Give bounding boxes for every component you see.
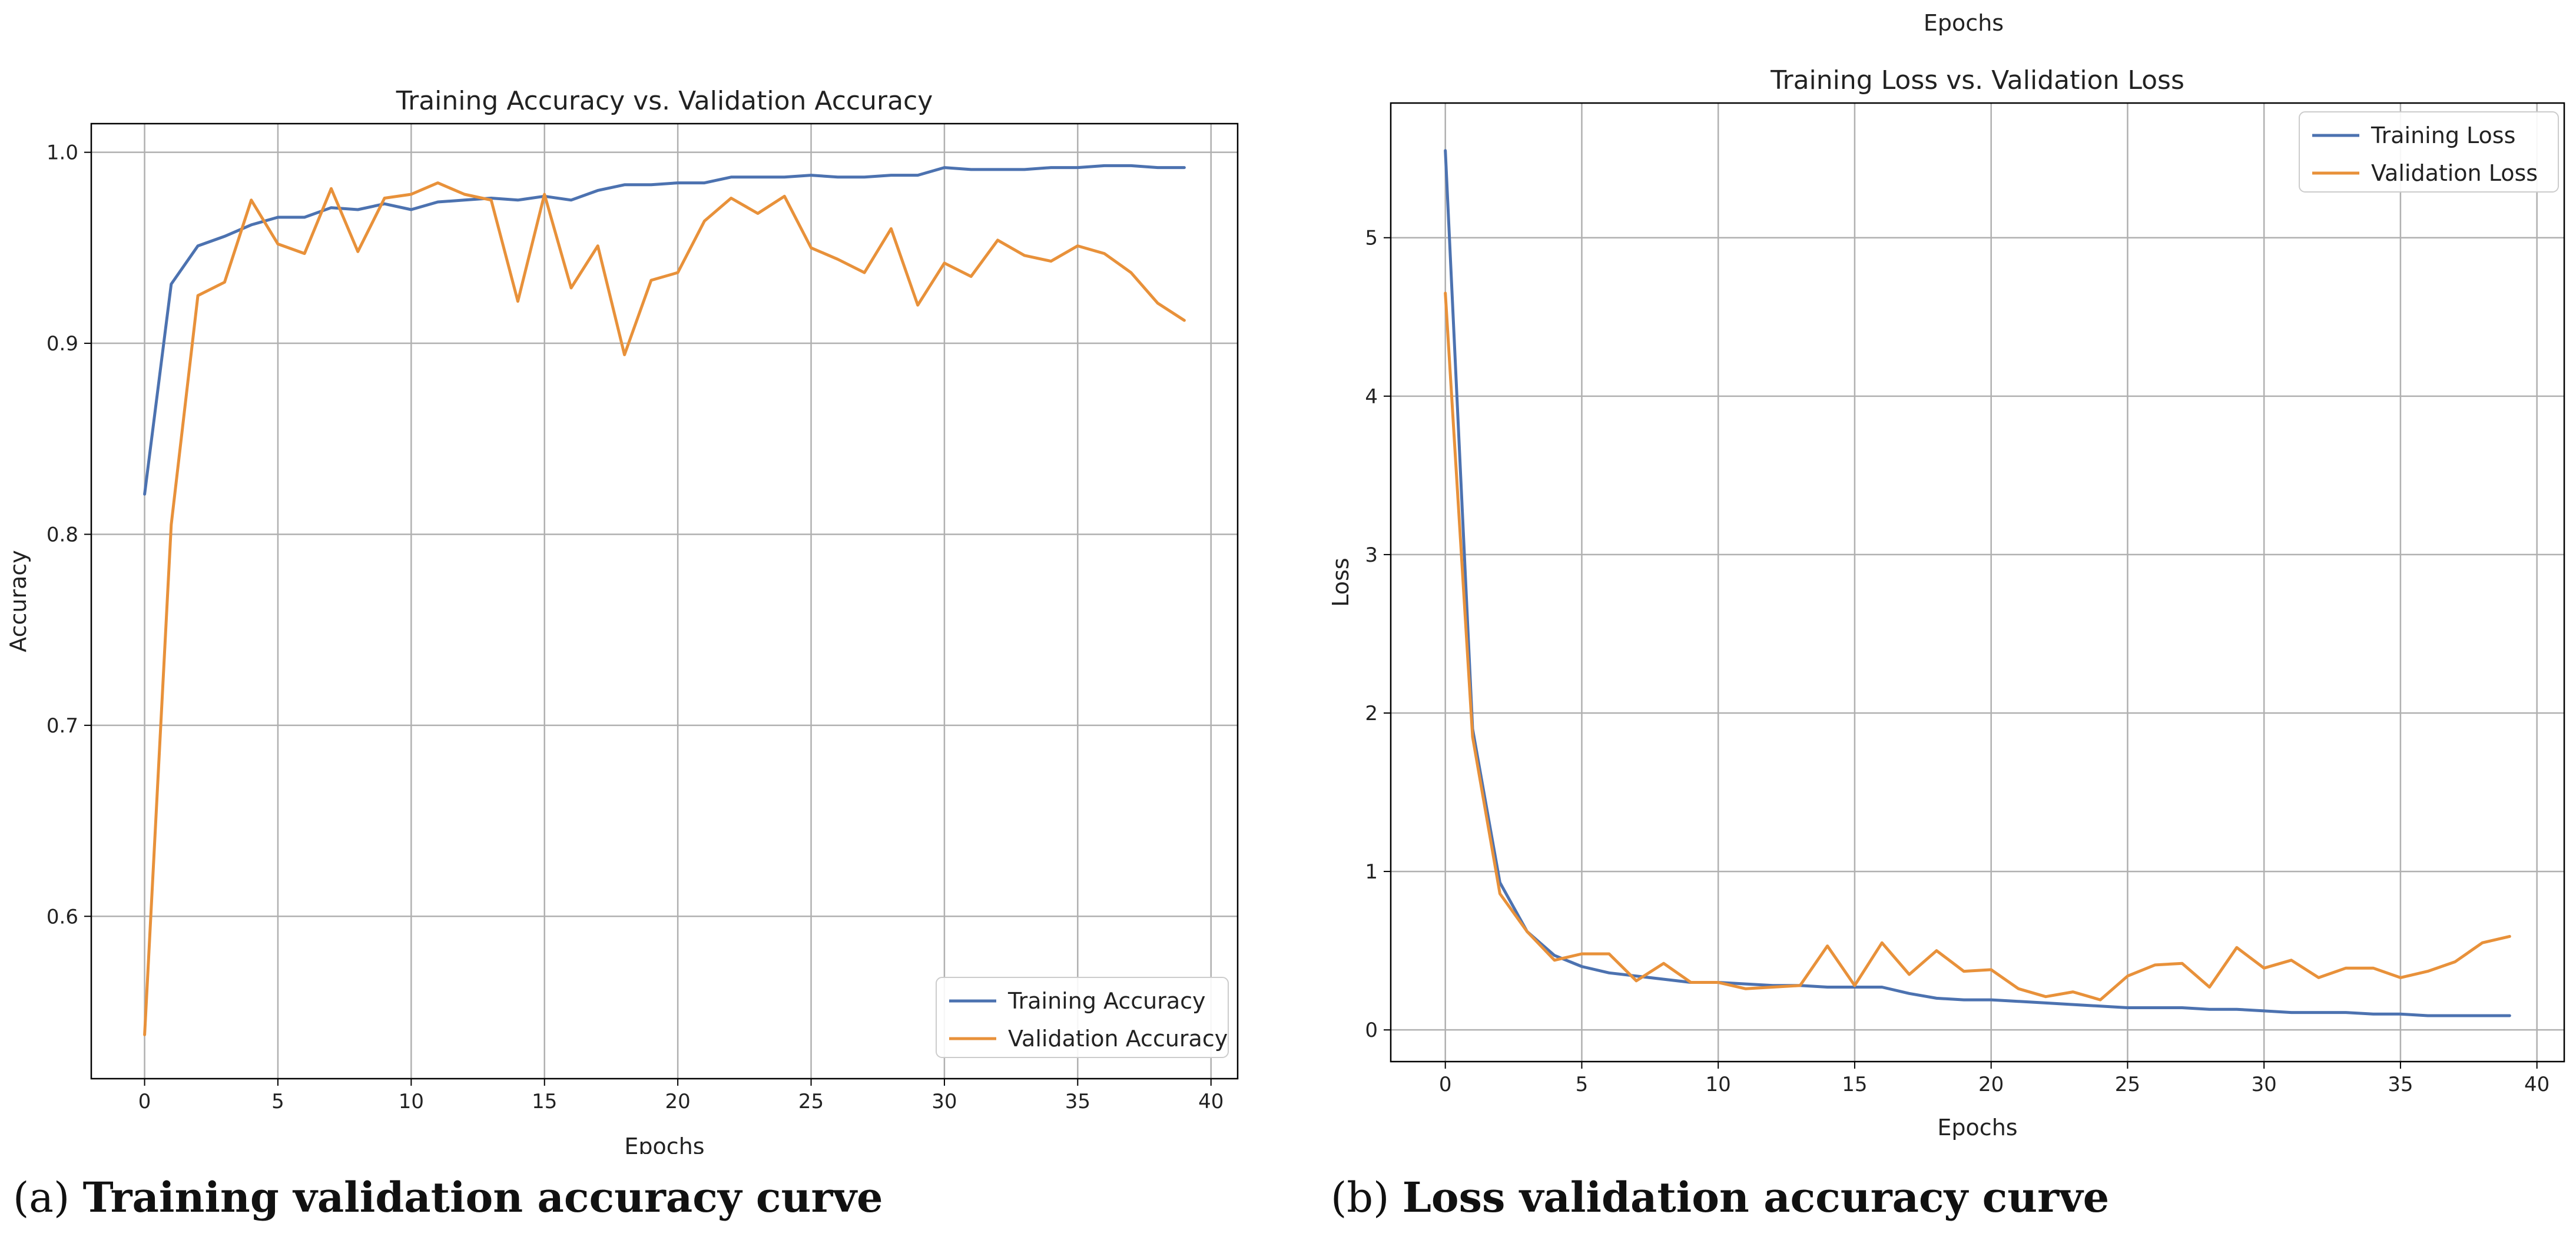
chart-1-x-tick-label: 15 [1842, 1073, 1867, 1096]
chart-0-x-tick-label: 10 [399, 1090, 424, 1113]
chart-1-y-tick-label: 4 [1365, 385, 1378, 409]
chart-0-y-axis-label: Accuracy [5, 550, 31, 652]
chart-0-x-tick-label: 0 [138, 1090, 151, 1113]
chart-0-title: Training Accuracy vs. Validation Accurac… [396, 86, 933, 116]
chart-1-x-tick-label: 5 [1576, 1073, 1589, 1096]
chart-0-x-tick-label: 20 [665, 1090, 691, 1113]
chart-0-x-axis-label: Epochs [624, 1133, 704, 1154]
caption-b-text: Loss validation accuracy curve [1402, 1173, 2110, 1222]
chart-0-x-tick-label: 30 [931, 1090, 957, 1113]
chart-1-x-tick-label: 20 [1978, 1073, 2004, 1096]
chart-0-legend-label-validation: Validation Accuracy [1008, 1026, 1228, 1052]
chart-1-x-tick-label: 40 [2524, 1073, 2550, 1096]
chart-0-x-tick-label: 40 [1198, 1090, 1224, 1113]
chart-1-x-axis-label: Epochs [1937, 1115, 2017, 1140]
chart-0-legend-box [936, 977, 1229, 1058]
chart-1-x-tick-label: 25 [2115, 1073, 2140, 1096]
chart-1-y-tick-label: 2 [1365, 702, 1378, 725]
chart-1-x-tick-label: 10 [1706, 1073, 1731, 1096]
chart-0-legend: Training Accuracy Validation Accuracy [936, 977, 1229, 1058]
chart-1-y-tick-label: 0 [1365, 1019, 1378, 1042]
chart-1-legend: Training Loss Validation Loss [2299, 111, 2559, 193]
chart-0-x-tick-label: 5 [271, 1090, 284, 1113]
chart-0-plot-frame [90, 122, 1239, 1080]
chart-1-legend-label-training: Training Loss [2371, 122, 2515, 148]
chart-1-y-tick-label: 5 [1365, 227, 1378, 250]
chart-0-y-tick-label: 0.9 [47, 332, 78, 356]
chart-1-legend-box [2299, 111, 2559, 193]
chart-0-x-tick-label: 15 [532, 1090, 557, 1113]
chart-1-series-validation-line [1444, 291, 2511, 1002]
chart-1-y-tick-label: 1 [1365, 860, 1378, 884]
loss-chart: 0 5 10 15 20 25 30 35 40 0 1 2 3 4 5 Training Loss vs. … [1328, 10, 2565, 1140]
chart-0-x-tick-label: 35 [1065, 1090, 1090, 1113]
chart-1-title: Training Loss vs. Validation Loss [1770, 65, 2184, 95]
caption-b: (b) Loss validation accuracy curve [1331, 1173, 2109, 1222]
chart-1-plot-frame [1390, 102, 2565, 1063]
chart-0-x-tick-label: 25 [798, 1090, 824, 1113]
chart-1-x-tick-label: 0 [1439, 1073, 1452, 1096]
chart-1-legend-label-validation: Validation Loss [2371, 160, 2538, 186]
chart-1-x-tick-label: 35 [2388, 1073, 2413, 1096]
chart-1-top-label: Epochs [1924, 10, 2004, 36]
accuracy-chart: 0 5 10 15 20 25 30 35 40 0.6 0.7 0.8 0.9 1.0 Training … [5, 86, 1239, 1154]
chart-0-legend-label-training: Training Accuracy [1007, 988, 1206, 1014]
chart-1-x-tick-label: 30 [2252, 1073, 2277, 1096]
chart-0-y-tick-label: 0.8 [47, 523, 78, 546]
caption-a-text: Training validation accuracy curve [82, 1173, 883, 1222]
caption-b-letter: (b) [1331, 1173, 1390, 1222]
chart-1-series-training-line [1444, 149, 2511, 1017]
chart-0-y-tick-label: 0.7 [47, 714, 78, 738]
chart-1-y-tick-label: 3 [1365, 543, 1378, 567]
caption-a: (a) Training validation accuracy curve [13, 1173, 883, 1222]
chart-0-series-training-line [143, 164, 1186, 496]
chart-0-series-validation-line [143, 181, 1186, 1036]
chart-0-y-tick-label: 0.6 [47, 905, 78, 929]
chart-0-y-tick-label: 1.0 [47, 141, 78, 165]
chart-1-y-axis-label: Loss [1328, 558, 1354, 606]
caption-a-letter: (a) [13, 1173, 70, 1222]
